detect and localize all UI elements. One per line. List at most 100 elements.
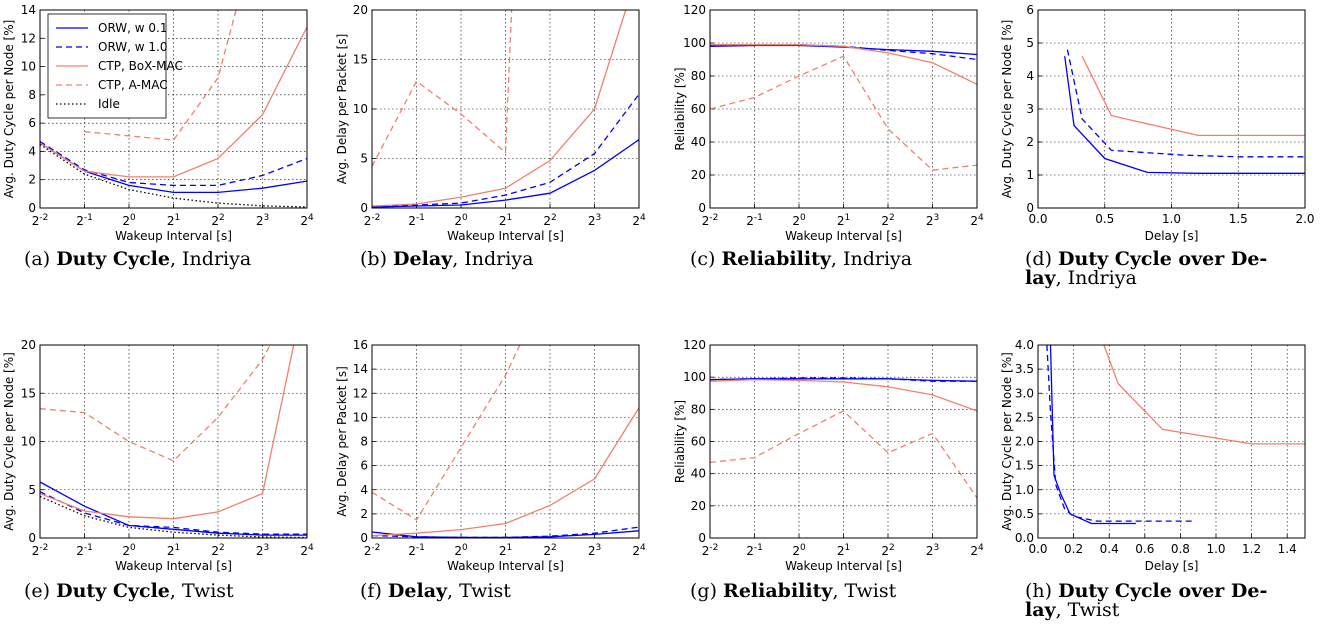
x-tick-label: 24 — [300, 213, 314, 228]
y-tick-label: 0 — [698, 531, 706, 545]
x-tick-label: 24 — [970, 213, 984, 228]
series-line — [710, 44, 977, 85]
x-tick-label: 21 — [837, 543, 850, 558]
x-tick-label: 20 — [454, 213, 468, 228]
x-tick-label: 2-2 — [702, 213, 719, 228]
x-tick-label: 2-2 — [32, 213, 49, 228]
y-tick-label: 3 — [1026, 102, 1034, 116]
legend: ORW, w 0.1 ORW, w 1.0 CTP, BoX-MAC CTP, A-M… — [47, 13, 183, 119]
x-axis-label: Wakeup Interval [s] — [115, 559, 232, 573]
y-tick-label: 2 — [1026, 135, 1034, 149]
y-tick-label: 2.5 — [1015, 410, 1034, 424]
y-tick-label: 4 — [1026, 69, 1034, 83]
y-tick-label: 40 — [691, 467, 706, 481]
x-axis-label: Delay [s] — [1145, 559, 1199, 573]
caption-a: (a) Duty Cycle, Indriya — [24, 248, 252, 270]
series-line — [1049, 345, 1136, 525]
series-line — [40, 140, 307, 187]
caption-g: (g) Reliability, Twist — [690, 580, 897, 602]
x-tick-label: 23 — [588, 543, 601, 558]
x-tick-label: 23 — [588, 213, 601, 228]
x-tick-label: 22 — [881, 213, 894, 228]
y-tick-label: 100 — [683, 36, 706, 50]
x-tick-label: 2-2 — [702, 543, 719, 558]
x-tick-label: 1.2 — [1242, 542, 1261, 556]
plot-frame — [371, 9, 640, 209]
y-tick-label: 0 — [28, 201, 36, 215]
series-line — [710, 55, 977, 171]
x-tick-label: 0.8 — [1171, 542, 1190, 556]
y-tick-label: 4 — [28, 144, 36, 158]
y-tick-label: 8 — [28, 88, 36, 102]
y-tick-label: 2 — [28, 173, 36, 187]
series-line — [372, 139, 639, 208]
x-tick-label: 1.4 — [1278, 542, 1297, 556]
plot-frame — [1037, 9, 1306, 209]
y-tick-label: 1 — [1026, 168, 1034, 182]
series-line — [40, 26, 307, 178]
x-tick-label: 0.0 — [1028, 542, 1047, 556]
y-tick-label: 100 — [683, 370, 706, 384]
series-line — [372, 526, 639, 538]
x-tick-label: 21 — [167, 213, 180, 228]
series-line — [1046, 345, 1195, 522]
x-tick-label: 22 — [543, 213, 556, 228]
x-tick-label: 1.0 — [1162, 212, 1181, 226]
legend-entry: Idle — [98, 97, 120, 111]
series-line — [40, 143, 307, 208]
legend-entry: ORW, w 1.0 — [98, 40, 168, 54]
series-line — [372, 10, 513, 167]
x-tick-label: 2-1 — [408, 543, 425, 558]
x-tick-label: 2-1 — [746, 213, 763, 228]
y-tick-label: 14 — [21, 3, 36, 17]
caption-e: (e) Duty Cycle, Twist — [24, 580, 234, 602]
caption-h: (h) Duty Cycle over De-lay, Twist — [1025, 580, 1268, 621]
x-tick-label: 21 — [499, 543, 512, 558]
y-axis-label: Avg. Duty Cycle per Node [%] — [1000, 20, 1014, 199]
plot-frame — [1037, 344, 1306, 539]
series-line — [710, 377, 977, 382]
x-tick-label: 20 — [792, 543, 806, 558]
x-tick-label: 20 — [454, 543, 468, 558]
x-tick-label: 22 — [543, 543, 556, 558]
plot-frame — [39, 344, 308, 539]
y-tick-label: 0.0 — [1015, 531, 1034, 545]
y-tick-label: 6 — [28, 116, 36, 130]
series-group — [372, 10, 639, 208]
x-tick-label: 1.5 — [1229, 212, 1248, 226]
caption-c: (c) Reliability, Indriya — [690, 248, 913, 270]
x-tick-label: 24 — [632, 213, 646, 228]
y-tick-label: 6 — [360, 459, 368, 473]
y-tick-label: 5 — [1026, 36, 1034, 50]
series-group — [372, 345, 639, 538]
x-tick-label: 2-1 — [746, 543, 763, 558]
x-tick-label: 23 — [926, 213, 939, 228]
y-tick-label: 20 — [353, 3, 368, 17]
y-tick-label: 0 — [360, 201, 368, 215]
x-axis-label: Wakeup Interval [s] — [785, 229, 902, 243]
x-axis-label: Wakeup Interval [s] — [447, 229, 564, 243]
series-line — [1066, 49, 1305, 158]
series-line — [40, 345, 295, 520]
y-tick-label: 60 — [691, 102, 706, 116]
x-tick-label: 20 — [122, 543, 136, 558]
x-tick-label: 20 — [792, 213, 806, 228]
y-tick-label: 12 — [353, 386, 368, 400]
y-tick-label: 4 — [360, 483, 368, 497]
chart-g: 2-2 2-1 20 21 22 23 24 0 20 40 60 80 100 120 Wakeup In… — [673, 338, 984, 573]
y-axis-label: Avg. Duty Cycle per Node [%] — [1000, 352, 1014, 531]
series-line — [1103, 345, 1305, 445]
series-line — [372, 10, 627, 207]
y-tick-label: 20 — [21, 338, 36, 352]
y-tick-label: 3.0 — [1015, 386, 1034, 400]
y-tick-label: 2.0 — [1015, 435, 1034, 449]
y-tick-label: 5 — [360, 152, 368, 166]
y-axis-label: Avg. Duty Cycle per Node [%] — [2, 352, 16, 531]
y-tick-label: 20 — [691, 168, 706, 182]
x-tick-label: 22 — [211, 543, 224, 558]
series-line — [710, 410, 977, 499]
x-tick-label: 24 — [632, 543, 646, 558]
series-group — [1064, 49, 1305, 174]
